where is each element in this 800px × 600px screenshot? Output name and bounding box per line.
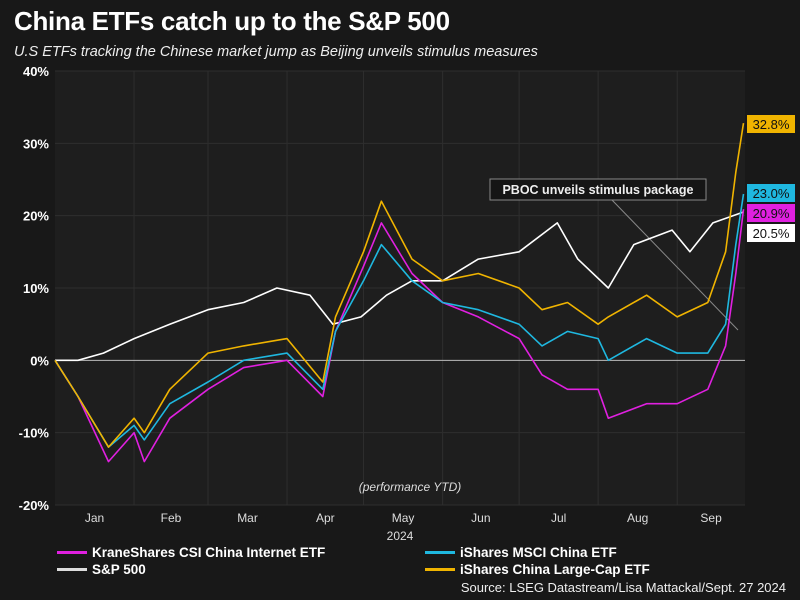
x-tick-label: May [392, 511, 415, 525]
x-tick-label: Apr [316, 511, 335, 525]
end-label-box [747, 184, 795, 202]
series-line-ishares-msci-china-etf [54, 193, 745, 448]
legend-swatch [57, 568, 87, 571]
annotation-box [489, 178, 707, 201]
y-tick-label: 20% [23, 209, 49, 224]
x-tick-label: Jul [551, 511, 566, 525]
chart-subtitle: U.S ETFs tracking the Chinese market jum… [14, 44, 538, 60]
end-label-box [747, 204, 795, 222]
legend-label: iShares China Large-Cap ETF [460, 562, 650, 577]
y-tick-label: 0% [30, 353, 49, 368]
y-tick-label: 40% [23, 64, 49, 79]
series-line-ishares-china-large-cap-etf [54, 122, 745, 448]
x-tick-label: Mar [237, 511, 258, 525]
x-tick-label: Feb [161, 511, 182, 525]
legend-item-sp500: S&P 500 [57, 562, 146, 577]
chart-title: China ETFs catch up to the S&P 500 [14, 6, 450, 36]
y-tick-label: -10% [19, 426, 50, 441]
annotation-text: PBOC unveils stimulus package [502, 183, 693, 197]
x-tick-label: Aug [627, 511, 648, 525]
legend-label: S&P 500 [92, 562, 146, 577]
x-tick-label: Sep [700, 511, 722, 525]
source-note: Source: LSEG Datastream/Lisa Mattackal/S… [460, 580, 786, 595]
series-line-s-p-500 [55, 211, 744, 362]
legend-swatch [425, 568, 455, 571]
legend-label: iShares MSCI China ETF [460, 545, 617, 560]
end-label-box [747, 224, 795, 242]
series-line-kraneshares-csi-china-internet-etf [54, 209, 745, 463]
legend-swatch [425, 551, 455, 554]
y-tick-label: -20% [19, 498, 50, 513]
performance-note: (performance YTD) [359, 480, 461, 494]
x-tick-label: Jun [471, 511, 490, 525]
x-tick-label: Jan [85, 511, 104, 525]
annotation-leader-line [611, 199, 739, 331]
end-label: 20.9% [753, 206, 790, 221]
end-label: 32.8% [753, 117, 790, 132]
legend-swatch [57, 551, 87, 554]
legend-item-large-cap: iShares China Large-Cap ETF [425, 562, 650, 577]
end-label: 23.0% [753, 186, 790, 201]
legend-item-kraneshares: KraneShares CSI China Internet ETF [57, 545, 325, 560]
y-tick-label: 10% [23, 281, 49, 296]
end-label: 20.5% [753, 226, 790, 241]
legend-item-msci-china: iShares MSCI China ETF [425, 545, 617, 560]
end-label-box [747, 115, 795, 133]
legend-label: KraneShares CSI China Internet ETF [92, 545, 326, 560]
x-axis-label: 2024 [387, 529, 414, 543]
y-tick-label: 30% [23, 136, 49, 151]
